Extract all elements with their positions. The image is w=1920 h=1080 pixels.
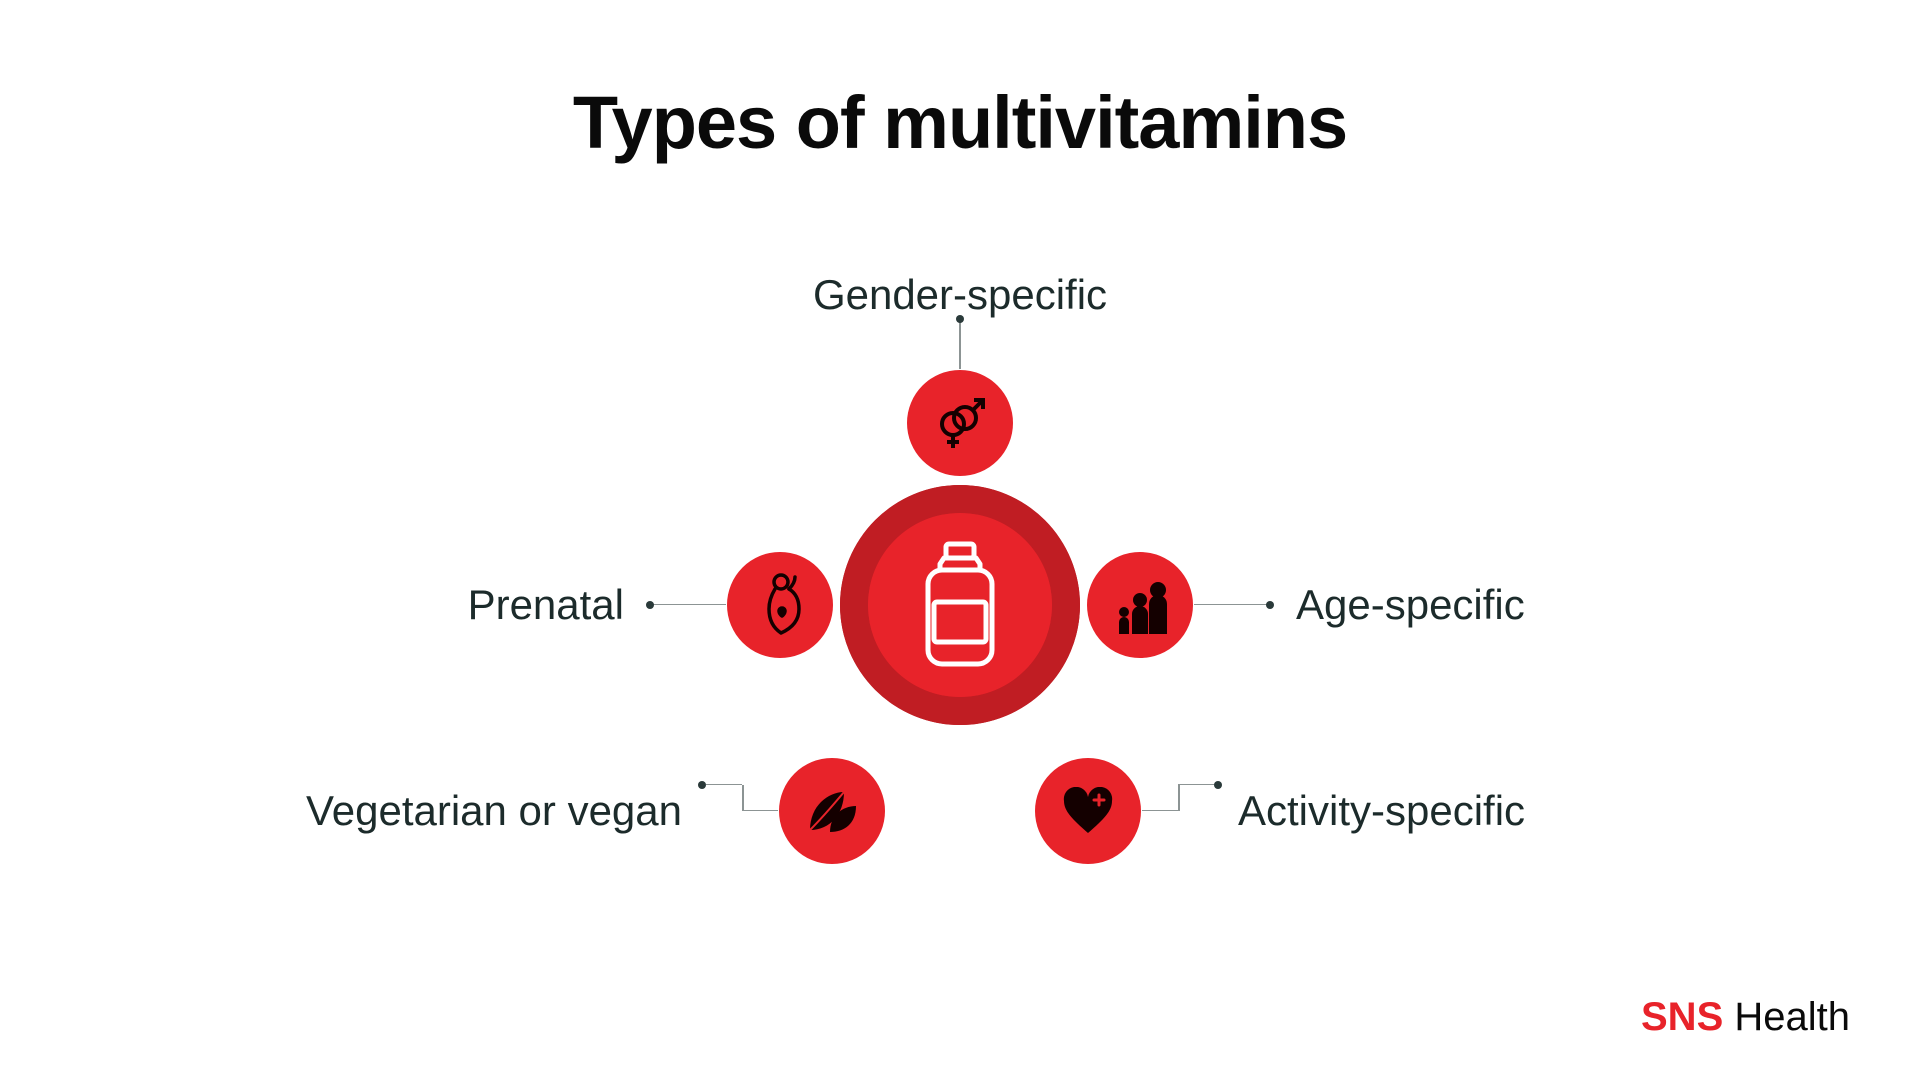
node-prenatal — [727, 552, 833, 658]
label-vegan: Vegetarian or vegan — [306, 787, 682, 835]
connector-line — [742, 810, 778, 812]
connector-dot — [1266, 601, 1274, 609]
label-activity: Activity-specific — [1238, 787, 1525, 835]
node-age — [1087, 552, 1193, 658]
connector-line — [959, 319, 961, 369]
connector-line — [1194, 604, 1270, 606]
connector-line — [1142, 810, 1178, 812]
node-gender — [907, 370, 1013, 476]
bottle-icon — [868, 513, 1052, 697]
connector-line — [650, 604, 726, 606]
page-title: Types of multivitamins — [573, 80, 1347, 165]
connector-line — [706, 784, 742, 786]
connector-line — [1178, 784, 1214, 786]
connector-line — [742, 785, 744, 811]
connector-dot — [1214, 781, 1222, 789]
radial-diagram: Gender-specific Age-specific — [260, 255, 1660, 955]
pregnant-icon — [755, 573, 805, 637]
connector-line — [1178, 785, 1180, 811]
footer-brand: SNS Health — [1641, 995, 1850, 1040]
brand-suffix: Health — [1723, 995, 1850, 1039]
label-age: Age-specific — [1296, 581, 1525, 629]
family-icon — [1110, 576, 1170, 634]
label-prenatal: Prenatal — [468, 581, 624, 629]
brand-name: SNS — [1641, 995, 1723, 1039]
label-gender: Gender-specific — [813, 271, 1107, 319]
node-vegan — [779, 758, 885, 864]
center-hub — [840, 485, 1080, 725]
connector-dot — [646, 601, 654, 609]
node-activity — [1035, 758, 1141, 864]
gender-icon — [933, 396, 987, 450]
connector-dot — [698, 781, 706, 789]
heart-icon — [1062, 787, 1114, 835]
leaf-icon — [804, 786, 860, 836]
